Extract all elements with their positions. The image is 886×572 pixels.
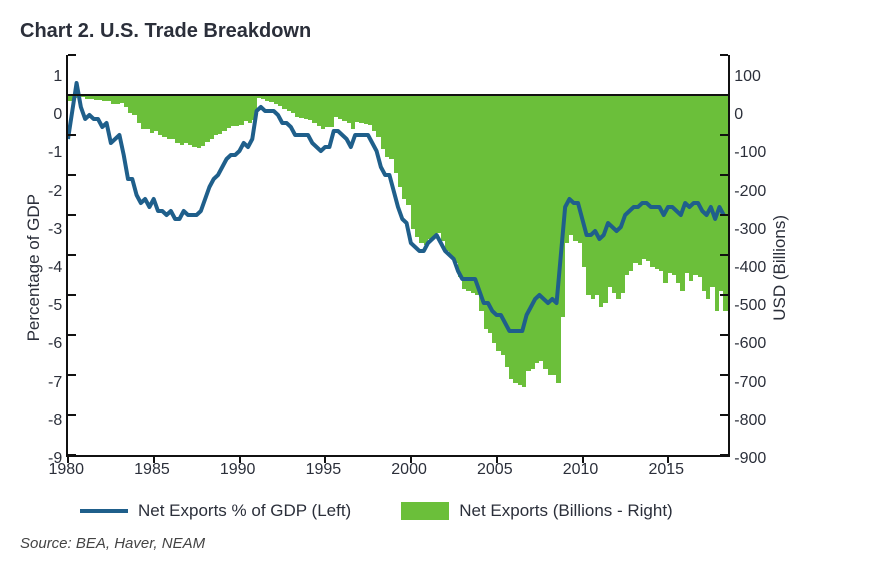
legend-line-swatch	[80, 509, 128, 513]
y-axis-right-label: USD (Billions)	[766, 215, 794, 321]
chart-container: Chart 2. U.S. Trade Breakdown Percentage…	[20, 20, 866, 552]
x-axis-ticks: 19801985199019952000200520102015	[66, 457, 726, 481]
legend: Net Exports % of GDP (Left) Net Exports …	[20, 501, 866, 521]
plot-area	[66, 55, 730, 457]
line-series	[68, 55, 728, 455]
legend-item-line: Net Exports % of GDP (Left)	[80, 501, 351, 521]
legend-item-bar: Net Exports (Billions - Right)	[401, 501, 673, 521]
source-text: Source: BEA, Haver, NEAM	[20, 535, 866, 552]
y-axis-left-label: Percentage of GDP	[20, 194, 48, 341]
plot-row: Percentage of GDP 10-1-2-3-4-5-6-7-8-9 1…	[20, 55, 866, 481]
legend-bar-swatch	[401, 502, 449, 520]
legend-line-label: Net Exports % of GDP (Left)	[138, 501, 351, 521]
chart-title: Chart 2. U.S. Trade Breakdown	[20, 20, 866, 43]
legend-bar-label: Net Exports (Billions - Right)	[459, 501, 673, 521]
y-axis-right-ticks: 1000-100-200-300-400-500-600-700-800-900	[730, 68, 766, 468]
y-axis-left-ticks: 10-1-2-3-4-5-6-7-8-9	[48, 68, 66, 468]
